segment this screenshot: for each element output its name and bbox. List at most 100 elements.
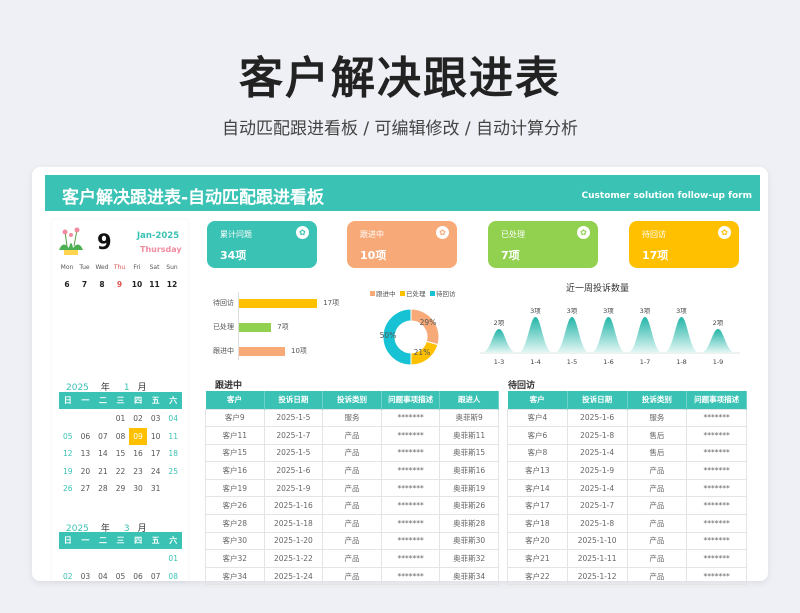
calendar-day[interactable]: 05 <box>63 431 73 441</box>
table-cell: 客户28 <box>205 514 265 533</box>
table-cell: 奥菲斯26 <box>439 496 499 516</box>
table-cell: 2025-1-8 <box>566 426 628 445</box>
column-header[interactable]: 投诉日期 <box>567 391 628 409</box>
calendar-day[interactable]: 03 <box>150 414 161 423</box>
calendar-day[interactable]: 31 <box>150 484 161 493</box>
column-header[interactable]: 投诉类别 <box>627 391 688 409</box>
kpi-label: 待回访 <box>642 230 666 239</box>
column-header[interactable]: 客户 <box>205 391 265 409</box>
column-header[interactable]: 投诉类别 <box>322 391 382 409</box>
calendar-day[interactable]: 07 <box>98 431 108 441</box>
calendar-day[interactable]: 24 <box>150 466 161 476</box>
table-row[interactable]: 客户28 2025-1-18 产品 ******* 奥菲斯28 <box>205 514 499 533</box>
table-cell: 2025-1-6 <box>263 461 324 480</box>
table-row[interactable]: 客户13 2025-1-9 产品 ******* <box>507 461 747 480</box>
calendar-day[interactable]: 21 <box>98 466 108 476</box>
chart-icon: ✿ <box>296 226 309 239</box>
kpi-card[interactable]: 跟进中 10项 ✿ <box>347 221 457 268</box>
table-row[interactable]: 客户21 2025-1-11 产品 ******* <box>507 549 747 568</box>
table-row[interactable]: 客户11 2025-1-7 产品 ******* 奥菲斯11 <box>205 426 499 445</box>
area-data-label: 3项 <box>640 307 651 315</box>
week-date[interactable]: 6 <box>64 280 70 289</box>
calendar-day[interactable]: 15 <box>115 449 126 458</box>
calendar-empty <box>129 550 147 568</box>
calendar-day[interactable]: 16 <box>133 449 143 458</box>
page-subtitle: 自动匹配跟进看板 / 可编辑修改 / 自动计算分析 <box>221 119 579 139</box>
calendar-day[interactable]: 17 <box>150 449 161 458</box>
column-header[interactable]: 问题事项描述 <box>381 391 441 409</box>
week-date[interactable]: 11 <box>149 280 160 289</box>
table-row[interactable]: 客户6 2025-1-8 售后 ******* <box>507 426 747 445</box>
calendar-day[interactable]: 25 <box>168 466 178 476</box>
calendar-day[interactable]: 30 <box>133 484 143 493</box>
area-chart-title: 近一周投诉数量 <box>566 284 630 294</box>
calendar-day[interactable]: 01 <box>168 554 178 563</box>
calendar-empty <box>94 410 112 428</box>
table-row[interactable]: 客户16 2025-1-6 产品 ******* 奥菲斯16 <box>205 461 499 480</box>
calendar-day[interactable]: 08 <box>115 431 126 441</box>
table-row[interactable]: 客户4 2025-1-6 服务 ******* <box>507 408 747 428</box>
calendar-day[interactable]: 07 <box>150 571 161 581</box>
kpi-card[interactable]: 累计问题 34项 ✿ <box>207 221 317 268</box>
table-row[interactable]: 客户32 2025-1-22 产品 ******* 奥菲斯32 <box>205 549 499 568</box>
calendar-day[interactable]: 01 <box>115 414 126 423</box>
calendar-day[interactable]: 02 <box>63 571 73 581</box>
calendar-day[interactable]: 11 <box>168 431 178 441</box>
calendar-day[interactable]: 22 <box>115 466 126 476</box>
table-row[interactable]: 客户26 2025-1-16 产品 ******* 奥菲斯26 <box>205 496 499 516</box>
calendar-day[interactable]: 04 <box>98 571 108 581</box>
calendar-day[interactable]: 28 <box>98 484 108 493</box>
table-row[interactable]: 客户20 2025-1-10 产品 ******* <box>507 531 747 551</box>
column-header[interactable]: 投诉日期 <box>264 391 324 409</box>
calendar-day[interactable]: 29 <box>115 484 126 493</box>
table-row[interactable]: 客户15 2025-1-5 产品 ******* 奥菲斯15 <box>205 443 499 463</box>
table-row[interactable]: 客户18 2025-1-8 产品 ******* <box>507 514 747 533</box>
calendar-day[interactable]: 06 <box>133 571 143 581</box>
calendar-day[interactable]: 14 <box>98 449 108 458</box>
table-row[interactable]: 客户34 2025-1-24 产品 ******* 奥菲斯34 <box>205 566 499 586</box>
calendar-day[interactable]: 19 <box>63 466 73 476</box>
table-cell: 客户32 <box>205 549 265 568</box>
calendar-day[interactable]: 08 <box>168 571 178 581</box>
week-date[interactable]: 12 <box>166 280 178 289</box>
calendar-day[interactable]: 23 <box>133 466 143 476</box>
calendar-year-label: 年 <box>100 524 110 534</box>
week-date[interactable]: 10 <box>131 280 143 289</box>
today-weekday: Thursday <box>140 245 182 254</box>
week-date[interactable]: 7 <box>81 280 88 289</box>
table-row[interactable]: 客户30 2025-1-20 产品 ******* 奥菲斯30 <box>205 531 499 551</box>
calendar-day[interactable]: 05 <box>115 571 126 581</box>
calendar-day[interactable]: 03 <box>80 571 91 581</box>
table-row[interactable]: 客户17 2025-1-7 产品 ******* <box>507 496 747 516</box>
table-row[interactable]: 客户22 2025-1-12 产品 ******* <box>507 566 747 586</box>
calendar-day[interactable]: 12 <box>63 449 73 458</box>
column-header[interactable]: 跟进人 <box>439 391 499 409</box>
calendar-day[interactable]: 10 <box>150 431 161 441</box>
calendar-day[interactable]: 13 <box>80 449 91 458</box>
table-row[interactable]: 客户9 2025-1-5 服务 ******* 奥菲斯9 <box>205 408 499 428</box>
table-cell: 2025-1-9 <box>263 478 324 498</box>
table-row[interactable]: 客户8 2025-1-4 售后 ******* <box>507 443 747 463</box>
weekday-header: 三 <box>116 396 125 405</box>
calendar-day[interactable]: 04 <box>168 414 178 423</box>
table-cell: ******* <box>380 549 441 568</box>
calendar-day[interactable]: 27 <box>80 484 91 493</box>
calendar-day[interactable]: 26 <box>63 484 73 493</box>
calendar-day[interactable]: 09 <box>129 427 147 445</box>
kpi-card[interactable]: 已处理 7项 ✿ <box>488 221 598 268</box>
calendar-day[interactable]: 02 <box>133 414 143 423</box>
week-date[interactable]: 9 <box>116 280 123 289</box>
calendar-day[interactable]: 20 <box>80 466 91 476</box>
table-row[interactable]: 客户19 2025-1-9 产品 ******* 奥菲斯19 <box>205 478 499 498</box>
table-cell: 客户30 <box>205 531 265 551</box>
calendar-day[interactable]: 06 <box>80 431 91 441</box>
column-header[interactable]: 客户 <box>507 391 568 409</box>
table-cell: 2025-1-8 <box>566 514 628 533</box>
weekday-label: Sat <box>149 264 160 271</box>
column-header[interactable]: 问题事项描述 <box>686 391 747 409</box>
kpi-card[interactable]: 待回访 17项 ✿ <box>629 221 739 268</box>
table-row[interactable]: 客户14 2025-1-4 产品 ******* <box>507 478 747 498</box>
table-header-row: 客户 投诉日期 投诉类别 问题事项描述 跟进人 <box>205 391 499 409</box>
week-date[interactable]: 8 <box>99 280 105 289</box>
calendar-day[interactable]: 18 <box>168 449 178 458</box>
